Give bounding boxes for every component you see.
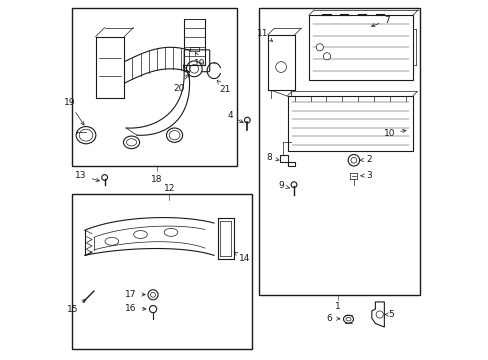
Ellipse shape xyxy=(343,315,353,323)
Ellipse shape xyxy=(346,318,350,321)
Text: 1: 1 xyxy=(334,302,340,311)
Text: 18: 18 xyxy=(151,175,162,184)
Circle shape xyxy=(150,292,155,297)
Circle shape xyxy=(347,154,359,166)
Circle shape xyxy=(102,175,107,180)
Circle shape xyxy=(149,306,156,313)
Circle shape xyxy=(275,62,286,72)
Text: 5: 5 xyxy=(384,310,393,319)
Ellipse shape xyxy=(76,127,96,144)
Text: 12: 12 xyxy=(163,184,175,193)
Text: 14: 14 xyxy=(233,252,250,264)
Circle shape xyxy=(244,117,250,123)
Ellipse shape xyxy=(79,129,93,141)
Text: 4: 4 xyxy=(227,111,243,123)
Bar xyxy=(258,8,419,295)
Bar xyxy=(72,8,237,166)
Polygon shape xyxy=(371,302,384,327)
Ellipse shape xyxy=(133,230,147,238)
Text: 9: 9 xyxy=(278,181,289,190)
Ellipse shape xyxy=(169,131,180,140)
Polygon shape xyxy=(308,15,412,80)
Bar xyxy=(72,194,251,348)
Text: 13: 13 xyxy=(75,171,99,181)
Text: 6: 6 xyxy=(326,314,339,323)
Circle shape xyxy=(290,182,296,188)
Circle shape xyxy=(316,44,323,51)
Ellipse shape xyxy=(166,128,182,142)
Text: 19: 19 xyxy=(194,53,205,68)
FancyBboxPatch shape xyxy=(184,50,209,72)
Ellipse shape xyxy=(126,139,136,146)
Circle shape xyxy=(350,157,356,163)
Text: 21: 21 xyxy=(217,80,230,94)
Text: 3: 3 xyxy=(360,171,371,180)
Text: 11: 11 xyxy=(257,29,272,41)
Ellipse shape xyxy=(123,136,139,149)
Text: 10: 10 xyxy=(383,129,405,138)
Text: 16: 16 xyxy=(125,304,145,313)
Circle shape xyxy=(148,290,158,300)
Circle shape xyxy=(323,53,330,60)
Ellipse shape xyxy=(164,228,178,236)
Polygon shape xyxy=(287,96,412,151)
Circle shape xyxy=(375,311,383,318)
Text: 20: 20 xyxy=(173,74,188,93)
Polygon shape xyxy=(279,155,294,166)
Ellipse shape xyxy=(105,237,119,245)
Text: 7: 7 xyxy=(371,16,389,27)
Text: 2: 2 xyxy=(360,155,371,164)
Text: 15: 15 xyxy=(67,300,85,314)
Circle shape xyxy=(186,61,202,77)
Circle shape xyxy=(190,64,198,73)
Text: 19: 19 xyxy=(63,98,84,125)
Text: 8: 8 xyxy=(266,153,278,162)
Text: 17: 17 xyxy=(125,289,145,298)
